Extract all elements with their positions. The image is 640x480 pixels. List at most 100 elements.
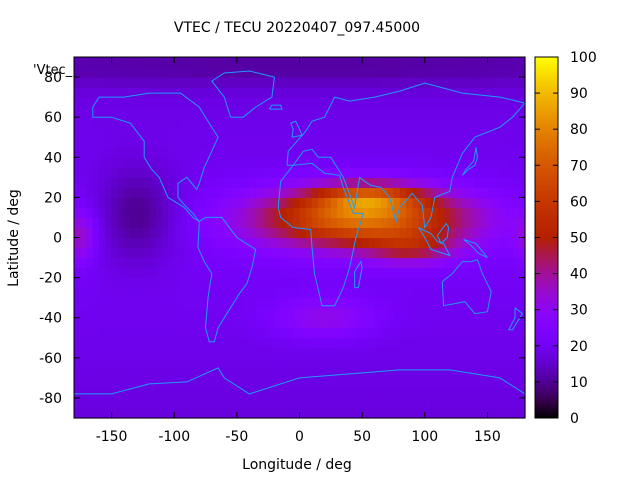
heatmap-cell [117, 207, 125, 219]
heatmap-cell [305, 347, 313, 359]
heatmap-cell [230, 307, 238, 319]
heatmap-cell [405, 287, 413, 299]
heatmap-cell [305, 87, 313, 98]
heatmap-cell [193, 107, 200, 118]
heatmap-cell [449, 197, 457, 209]
heatmap-cell [174, 387, 182, 399]
heatmap-cell [274, 337, 282, 349]
heatmap-cell [243, 107, 250, 118]
heatmap-cell [462, 77, 470, 88]
heatmap-cell [205, 147, 213, 158]
heatmap-cell [468, 57, 476, 68]
heatmap-cell [236, 307, 244, 319]
heatmap-cell [174, 277, 182, 289]
heatmap-cell [337, 267, 344, 279]
heatmap-cell [493, 267, 501, 279]
heatmap-cell [443, 367, 451, 379]
heatmap-cell [343, 237, 351, 249]
heatmap-cell [312, 317, 319, 329]
heatmap-cell [224, 227, 232, 239]
heatmap-cell [518, 247, 526, 259]
heatmap-cell [499, 107, 507, 118]
heatmap-cell [330, 247, 338, 259]
heatmap-cell [299, 117, 307, 128]
heatmap-cell [324, 357, 332, 369]
heatmap-cell [261, 257, 269, 269]
heatmap-cell [293, 287, 301, 299]
heatmap-cell [506, 297, 514, 309]
heatmap-cell [443, 217, 451, 229]
heatmap-cell [218, 397, 225, 409]
heatmap-cell [86, 367, 94, 379]
heatmap-cell [374, 127, 382, 138]
heatmap-cell [105, 237, 113, 249]
heatmap-cell [405, 327, 413, 339]
heatmap-cell [180, 317, 188, 329]
heatmap-cell [149, 407, 157, 419]
heatmap-cell [136, 297, 144, 309]
heatmap-cell [255, 167, 263, 178]
heatmap-cell [293, 327, 301, 339]
heatmap-cell [268, 407, 276, 419]
heatmap-cell [286, 317, 294, 329]
heatmap-cell [318, 207, 326, 219]
heatmap-cell [299, 207, 307, 219]
heatmap-cell [512, 97, 520, 108]
heatmap-cell [149, 117, 157, 128]
heatmap-cell [274, 357, 282, 369]
heatmap-cell [211, 197, 219, 209]
heatmap-cell [261, 347, 269, 359]
heatmap-cell [80, 327, 88, 339]
heatmap-cell [236, 187, 244, 198]
heatmap-cell [368, 177, 376, 188]
heatmap-cell [124, 317, 131, 329]
heatmap-cell [167, 167, 175, 178]
heatmap-cell [312, 207, 319, 219]
heatmap-cell [362, 207, 369, 219]
heatmap-cell [337, 247, 344, 259]
heatmap-cell [174, 87, 182, 98]
heatmap-cell [512, 387, 520, 399]
heatmap-cell [318, 397, 326, 409]
heatmap-cell [493, 237, 501, 249]
heatmap-cell [74, 77, 81, 88]
heatmap-cell [349, 57, 357, 68]
heatmap-cell [343, 97, 351, 108]
heatmap-cell [343, 327, 351, 339]
heatmap-cell [468, 127, 476, 138]
heatmap-cell [305, 257, 313, 269]
heatmap-cell [443, 267, 451, 279]
heatmap-cell [92, 197, 100, 209]
heatmap-cell [255, 107, 263, 118]
heatmap-cell [468, 347, 476, 359]
heatmap-cell [324, 227, 332, 239]
heatmap-cell [468, 287, 476, 299]
heatmap-cell [349, 377, 357, 389]
heatmap-cell [462, 127, 470, 138]
heatmap-cell [249, 327, 257, 339]
heatmap-cell [481, 257, 489, 269]
heatmap-cell [349, 297, 357, 309]
heatmap-cell [105, 227, 113, 239]
heatmap-cell [405, 227, 413, 239]
heatmap-cell [280, 297, 288, 309]
heatmap-cell [255, 237, 263, 249]
heatmap-cell [199, 397, 207, 409]
heatmap-cell [111, 367, 119, 379]
heatmap-cell [236, 337, 244, 349]
heatmap-cell [437, 97, 445, 108]
heatmap-cell [249, 147, 257, 158]
heatmap-cell [324, 167, 332, 178]
heatmap-cell [86, 347, 94, 359]
heatmap-cell [324, 177, 332, 188]
heatmap-cell [474, 407, 482, 419]
heatmap-cell [80, 187, 88, 198]
heatmap-cell [136, 67, 144, 78]
heatmap-cell [437, 327, 445, 339]
heatmap-cell [199, 297, 207, 309]
heatmap-cell [86, 147, 94, 158]
heatmap-cell [255, 97, 263, 108]
heatmap-cell [487, 137, 495, 148]
heatmap-cell [286, 137, 294, 148]
heatmap-cell [205, 207, 213, 219]
